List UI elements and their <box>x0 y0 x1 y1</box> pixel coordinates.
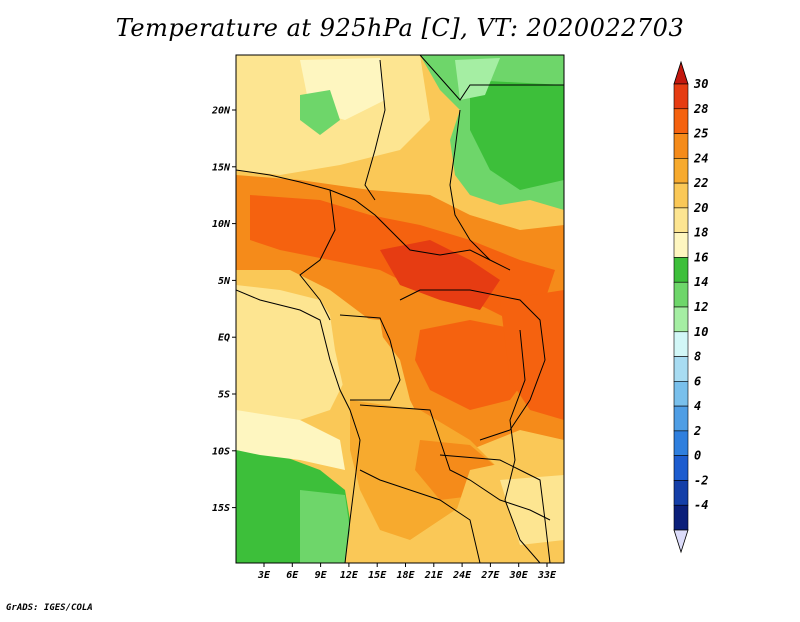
colorbar-segment <box>673 83 689 110</box>
lon-tick-label: 30E <box>509 570 529 581</box>
lat-tick-label: 10N <box>212 219 231 230</box>
colorbar-segment <box>673 232 689 258</box>
colorbar-segment <box>673 281 689 308</box>
colorbar-label: 12 <box>694 300 708 314</box>
lat-tick-label: 15S <box>212 503 230 514</box>
colorbar-label: 14 <box>694 275 708 289</box>
country-borders <box>236 55 564 563</box>
colorbar-segment <box>673 257 689 283</box>
colorbar-label: 18 <box>694 226 708 240</box>
colorbar-label: 6 <box>694 374 701 388</box>
lon-tick-label: 12E <box>340 570 359 581</box>
lon-tick-label: 33E <box>537 570 557 581</box>
temperature-field <box>236 55 564 563</box>
colorbar-segment <box>673 381 689 407</box>
colorbar-segment <box>673 306 689 333</box>
colorbar-label: 30 <box>693 77 708 91</box>
map-title: Temperature at 925hPa [C], VT: 202002270… <box>115 14 685 42</box>
lat-tick-label: 5N <box>218 276 231 287</box>
colorbar-label: 10 <box>694 325 708 339</box>
colorbar-top-arrow <box>673 60 689 85</box>
colorbar-segment <box>673 331 689 357</box>
colorbar-label: 16 <box>694 250 708 264</box>
colorbar-label: 22 <box>693 176 708 190</box>
colorbar-segment <box>673 182 689 209</box>
longitude-axis: 3E 6E 9E 12E 15E 18E 21E 24E 27E 30E 33E <box>257 563 557 581</box>
colorbar-segment <box>673 504 689 531</box>
colorbar-label: -2 <box>694 473 708 487</box>
colorbar-segment <box>673 133 689 159</box>
colorbar-label: 24 <box>693 151 708 165</box>
map-frame <box>235 54 565 564</box>
colorbar-label: 2 <box>693 424 701 438</box>
lat-tick-label: EQ <box>218 333 230 344</box>
lat-tick-label: 5S <box>218 390 230 401</box>
colorbar-label: 8 <box>694 350 701 364</box>
colorbar-segment <box>673 480 689 506</box>
colorbar-label: -4 <box>694 498 708 512</box>
lon-tick-label: 18E <box>396 570 415 581</box>
colorbar-label: 28 <box>693 102 708 116</box>
lat-tick-label: 10S <box>212 446 230 457</box>
lat-tick-label: 20N <box>211 106 231 117</box>
colorbar-label: 20 <box>693 201 708 215</box>
lon-tick-label: 24E <box>452 570 472 581</box>
colorbar-segment <box>673 430 689 456</box>
lon-tick-label: 21E <box>424 570 444 581</box>
lon-tick-label: 9E <box>315 570 328 581</box>
colorbar-segment <box>673 158 689 184</box>
colorbar-label: 0 <box>694 449 701 463</box>
colorbar-label: 4 <box>694 399 701 413</box>
lon-tick-label: 3E <box>257 570 271 581</box>
latitude-axis: 20N 15N 10N 5N EQ 5S 10S 15S <box>211 106 236 514</box>
lon-tick-label: 27E <box>480 570 500 581</box>
colorbar-segment <box>673 108 689 134</box>
grads-credit: GrADS: IGES/COLA <box>6 603 93 613</box>
lat-tick-label: 15N <box>212 162 231 173</box>
colorbar-bottom-arrow <box>673 529 689 554</box>
colorbar-segment <box>673 356 689 382</box>
colorbar-segment <box>673 405 689 432</box>
colorbar-segment <box>673 207 689 233</box>
lon-tick-label: 15E <box>368 570 387 581</box>
lon-tick-label: 6E <box>286 570 299 581</box>
colorbar-segment <box>673 455 689 481</box>
colorbar-label: 25 <box>693 127 708 141</box>
